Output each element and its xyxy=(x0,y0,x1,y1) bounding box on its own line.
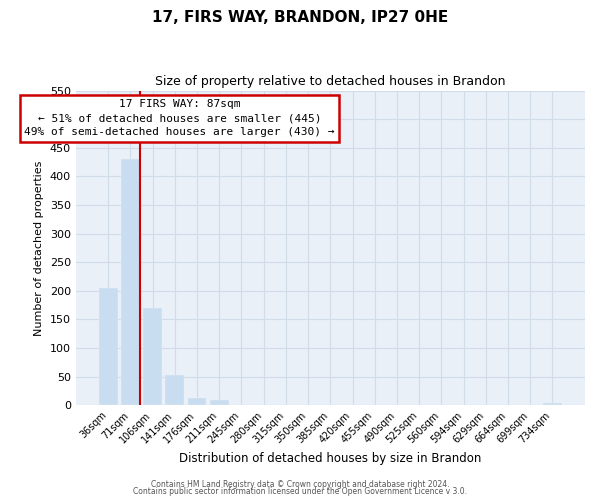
Bar xyxy=(210,400,229,405)
Bar xyxy=(143,308,162,405)
Bar xyxy=(121,159,140,405)
Text: 17, FIRS WAY, BRANDON, IP27 0HE: 17, FIRS WAY, BRANDON, IP27 0HE xyxy=(152,10,448,25)
Text: Contains HM Land Registry data © Crown copyright and database right 2024.: Contains HM Land Registry data © Crown c… xyxy=(151,480,449,489)
Text: Contains public sector information licensed under the Open Government Licence v : Contains public sector information licen… xyxy=(133,487,467,496)
Text: 17 FIRS WAY: 87sqm
← 51% of detached houses are smaller (445)
49% of semi-detach: 17 FIRS WAY: 87sqm ← 51% of detached hou… xyxy=(24,99,335,137)
Title: Size of property relative to detached houses in Brandon: Size of property relative to detached ho… xyxy=(155,75,506,88)
Bar xyxy=(99,288,118,405)
X-axis label: Distribution of detached houses by size in Brandon: Distribution of detached houses by size … xyxy=(179,452,481,465)
Bar xyxy=(166,375,184,405)
Y-axis label: Number of detached properties: Number of detached properties xyxy=(34,160,44,336)
Bar xyxy=(543,404,562,405)
Bar xyxy=(188,398,206,405)
